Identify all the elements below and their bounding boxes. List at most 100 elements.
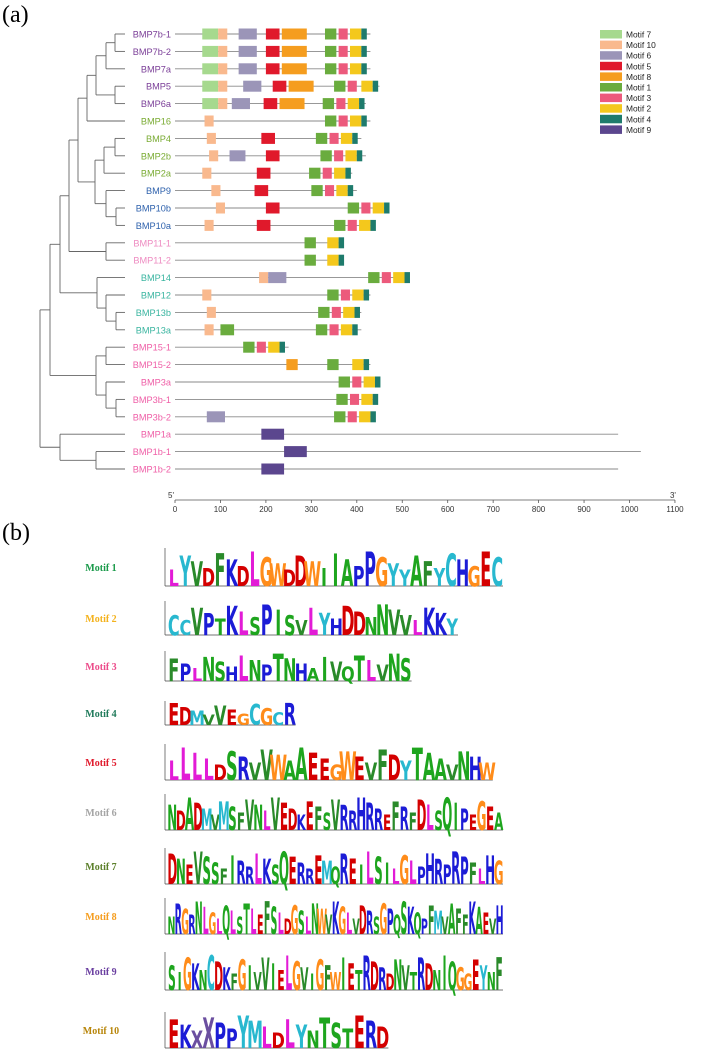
logo-residue: R [365, 1014, 377, 1057]
logo-residue: D [283, 565, 296, 591]
logo-residue: I [341, 949, 345, 1001]
logo-residue: H [425, 846, 435, 895]
logo-residue: F [314, 801, 322, 838]
motif-box [322, 98, 335, 110]
motif-logo-label: Motif 1 [85, 563, 116, 574]
logo-residue: Q [279, 843, 289, 895]
logo-residue: L [263, 805, 271, 836]
gene-label: BMP4 [146, 134, 171, 144]
motif-box [265, 28, 280, 40]
motif-box [327, 254, 339, 266]
gene-row: BMP15-2 [133, 359, 371, 371]
gene-row: BMP7b-1 [133, 28, 371, 40]
logo-residue: A [475, 901, 482, 943]
logo-residue: V [261, 949, 269, 1001]
logo-residue: V [401, 959, 410, 998]
logo-residue: R [175, 897, 182, 945]
logo-residue: V [388, 604, 400, 644]
motif-box [202, 28, 219, 40]
logo-residue: L [169, 757, 179, 787]
logo-residue: W [269, 749, 287, 789]
logo-residue: N [167, 913, 175, 941]
logo-residue: K [434, 608, 447, 643]
gene-row: BMP10b [136, 202, 390, 214]
logo-residue: G [375, 551, 388, 597]
logo-residue: V [191, 557, 204, 595]
motif-logo-label: Motif 7 [85, 862, 116, 873]
logo-residue: G [379, 897, 387, 945]
logo-residue: G [494, 855, 504, 892]
motif-box [404, 272, 410, 284]
logo-residue: C [491, 551, 503, 597]
motif-box [209, 150, 219, 162]
motif-box [334, 411, 346, 423]
logo-residue: Q [341, 663, 355, 686]
logo-residue: G [315, 953, 324, 1001]
logo-residue: E [347, 957, 354, 999]
gene-label: BMP12 [141, 291, 171, 301]
logo-residue: M [201, 804, 213, 838]
logo-residue: Y [318, 608, 331, 643]
logo-residue: I [443, 947, 447, 1002]
logo-residue: N [253, 799, 263, 839]
logo-residue: M [433, 904, 442, 942]
motif-box [347, 98, 360, 110]
logo-residue: G [238, 953, 247, 1001]
motif-logo: Motif 9 S I G K N C D K F G I V V I E L G V I G FW I E T R D R DN V T R… [85, 947, 503, 1002]
legend-swatch [600, 104, 622, 113]
motif-box [318, 306, 330, 318]
logo-residue: P [261, 660, 273, 686]
gene-row: BMP3b-2 [133, 411, 376, 423]
logo-residue: S [298, 904, 305, 942]
legend-label: Motif 4 [626, 114, 651, 124]
logo-residue: A [423, 746, 435, 789]
motif-box [352, 359, 364, 371]
logo-residue: S [373, 913, 380, 941]
logo-residue: W [317, 903, 327, 943]
logo-residue: F [392, 793, 400, 839]
motif-box [284, 446, 307, 458]
logo-residue: R [305, 865, 314, 890]
logo-residue: L [203, 753, 213, 788]
motif-box [265, 45, 280, 57]
logo-residue: Q [448, 953, 457, 999]
axis-tick-label: 300 [305, 505, 319, 514]
logo-residue: E [288, 852, 296, 894]
logo-residue: D [359, 897, 367, 944]
legend-item: Motif 6 [600, 51, 651, 61]
logo-residue: L [261, 1021, 271, 1056]
axis-tick-label: 1100 [666, 505, 684, 514]
logo-residue: D [214, 761, 227, 786]
motif-box [352, 376, 362, 388]
motif-logo-label: Motif 5 [85, 758, 116, 769]
motif-box [304, 237, 316, 249]
logo-residue: P [421, 915, 428, 940]
logo-residue: E [383, 811, 391, 836]
motif-box [349, 393, 360, 405]
gene-label: BMP2a [141, 169, 172, 179]
motif-box [324, 63, 337, 75]
legend-item: Motif 7 [600, 30, 651, 40]
logo-residue: I [385, 858, 389, 892]
logo-residue: L [203, 901, 209, 943]
gene-row: BMP13a [136, 324, 362, 336]
gene-row: BMP3b-1 [133, 393, 379, 405]
logo-residue: N [176, 853, 186, 893]
motif-box [254, 185, 269, 197]
motif-box [338, 376, 350, 388]
logo-residue: N [432, 965, 441, 998]
motif-box [265, 202, 280, 214]
motif-box [324, 185, 335, 197]
motif-box [329, 324, 339, 336]
logo-residue: F [220, 865, 228, 890]
axis-start-label: 5' [168, 491, 174, 500]
logo-residue: M [321, 855, 333, 892]
logo-residue: E [483, 908, 489, 942]
logo-residue: X [191, 1026, 204, 1054]
gene-row: BMP11-2 [133, 254, 345, 266]
logo-residue: N [202, 652, 215, 690]
motif-box [359, 98, 365, 110]
logo-residue: N [283, 652, 296, 688]
